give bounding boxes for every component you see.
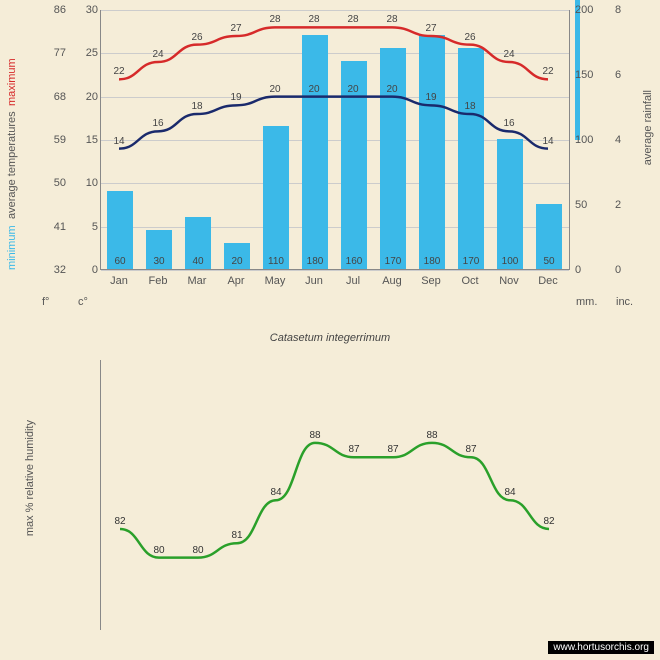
label-avg-temp: average temperatures: [6, 112, 18, 220]
max-temp-line-value: 22: [107, 66, 131, 77]
unit-c: c°: [78, 296, 88, 308]
humidity-value: 88: [303, 430, 327, 441]
humidity-value: 84: [498, 487, 522, 498]
min-temp-line-value: 20: [341, 84, 365, 95]
humidity-value: 87: [459, 444, 483, 455]
humidity-value: 82: [108, 516, 132, 527]
humidity-path: [120, 443, 549, 558]
unit-inc: inc.: [616, 296, 633, 308]
max-temp-line-value: 22: [536, 66, 560, 77]
min-temp-line-value: 18: [458, 101, 482, 112]
humidity-value: 88: [420, 430, 444, 441]
month-label: Jan: [101, 275, 137, 287]
temp-axis-legend: minimum average temperatures maximum: [6, 20, 18, 270]
min-temp-line-value: 19: [224, 92, 248, 103]
min-temp-line-value: 16: [497, 118, 521, 129]
max-temp-line-value: 26: [458, 32, 482, 43]
species-title: Catasetum integerrimum: [0, 332, 660, 344]
climate-chart: 6030402011018016017018017010050 JanFebMa…: [100, 10, 570, 290]
y-axis-celsius: 051015202530: [70, 10, 98, 270]
watermark: www.hortusorchis.org: [548, 641, 654, 654]
unit-f: f°: [42, 296, 49, 308]
humidity-value: 87: [342, 444, 366, 455]
unit-mm: mm.: [576, 296, 597, 308]
y-axis-mm: 050100150200: [575, 10, 605, 270]
max-temp-line-value: 28: [341, 14, 365, 25]
month-label: May: [257, 275, 293, 287]
max-temp-line-value: 26: [185, 32, 209, 43]
month-label: Mar: [179, 275, 215, 287]
month-label: Aug: [374, 275, 410, 287]
rainfall-axis-label: average rainfall: [642, 90, 654, 165]
min-temp-line-value: 16: [146, 118, 170, 129]
max-temp-line-value: 28: [302, 14, 326, 25]
humidity-value: 81: [225, 530, 249, 541]
y-axis-fahrenheit: 32415059687786: [38, 10, 66, 270]
y-axis-inches: 02468: [615, 10, 640, 270]
min-temp-line-value: 20: [380, 84, 404, 95]
month-label: Jun: [296, 275, 332, 287]
min-temp-line-value: 18: [185, 101, 209, 112]
humidity-value: 87: [381, 444, 405, 455]
month-label: Oct: [452, 275, 488, 287]
min-temp-line-value: 14: [536, 136, 560, 147]
label-maximum: maximum: [6, 58, 18, 106]
month-label: Sep: [413, 275, 449, 287]
humidity-value: 80: [186, 544, 210, 555]
month-label: Nov: [491, 275, 527, 287]
min-temp-line: [119, 97, 548, 149]
month-label: Apr: [218, 275, 254, 287]
max-temp-line-value: 28: [263, 14, 287, 25]
humidity-value: 84: [264, 487, 288, 498]
min-temp-line-value: 14: [107, 136, 131, 147]
max-temp-line-value: 27: [224, 23, 248, 34]
humidity-chart: 82 80 80 81 84 88 87 87 88 87 84 82: [100, 360, 570, 630]
min-temp-line-value: 20: [263, 84, 287, 95]
max-temp-line-value: 27: [419, 23, 443, 34]
max-temp-line-value: 28: [380, 14, 404, 25]
label-minimum: minimum: [6, 225, 18, 270]
month-label: Dec: [530, 275, 566, 287]
humidity-value: 80: [147, 544, 171, 555]
max-temp-line-value: 24: [497, 49, 521, 60]
humidity-axis-label: max % relative humidity: [24, 420, 36, 536]
min-temp-line-value: 19: [419, 92, 443, 103]
humidity-value: 82: [537, 516, 561, 527]
month-label: Feb: [140, 275, 176, 287]
month-label: Jul: [335, 275, 371, 287]
max-temp-line-value: 24: [146, 49, 170, 60]
max-temp-line: [119, 27, 548, 79]
min-temp-line-value: 20: [302, 84, 326, 95]
